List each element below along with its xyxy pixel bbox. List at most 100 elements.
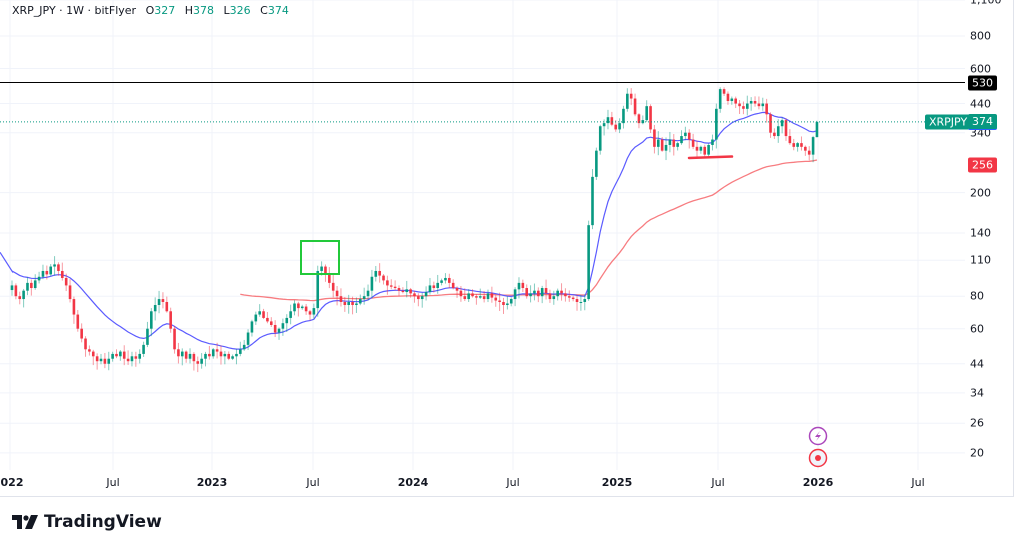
candle-body	[769, 114, 772, 133]
candle-body	[304, 306, 308, 312]
candle-body	[595, 150, 598, 177]
candle-body	[351, 301, 354, 306]
candle-body	[99, 358, 103, 362]
candle-body	[200, 358, 203, 364]
time-tick-label: Jul	[911, 476, 925, 489]
candle-body	[653, 129, 656, 147]
candle-body	[320, 266, 323, 271]
candle-body	[444, 277, 447, 281]
candle-body	[537, 290, 540, 297]
candle-body	[374, 270, 378, 277]
candle-body	[475, 296, 478, 298]
candle-body	[211, 349, 215, 357]
open-label: O	[145, 4, 155, 17]
candle-body	[339, 296, 343, 302]
price-tick-label: 440	[970, 97, 991, 111]
candle-body	[68, 285, 72, 300]
candle-body	[776, 126, 780, 137]
time-tick-label: Jul	[506, 476, 520, 489]
candle-body	[610, 117, 614, 125]
candle-body	[126, 358, 130, 362]
candle-body	[308, 311, 312, 315]
candle-body	[300, 306, 304, 309]
candle-body	[64, 277, 68, 286]
candle-body	[409, 289, 412, 294]
candle-body	[285, 317, 289, 324]
candle-body	[397, 288, 401, 291]
horizontal-line-price-label: 530	[968, 75, 997, 91]
candle-body	[506, 303, 509, 306]
candle-body	[393, 286, 397, 289]
candle-body	[219, 351, 223, 357]
candle-body	[463, 296, 467, 300]
close-label: C	[260, 4, 268, 17]
candle-body	[10, 285, 14, 291]
fast-moving-average-line	[0, 111, 818, 350]
price-tick-label: 600	[970, 62, 991, 75]
price-tick-label: 200	[970, 186, 991, 200]
candle-body	[196, 361, 200, 364]
candle-body	[525, 288, 529, 297]
candle-body	[773, 132, 776, 137]
candle-body	[316, 270, 320, 309]
candle-body	[188, 353, 192, 359]
candle-body	[564, 293, 567, 297]
candle-body	[95, 356, 99, 362]
moving-average-label: 256	[968, 157, 997, 173]
candle-body	[556, 290, 559, 297]
candle-body	[293, 303, 296, 312]
candle-body	[72, 299, 76, 315]
candle-body	[138, 353, 142, 359]
candle-body	[436, 282, 439, 289]
candle-body	[486, 293, 490, 300]
candle-body	[262, 311, 265, 318]
price-chart[interactable]	[0, 0, 965, 470]
candle-body	[664, 144, 668, 151]
candle-body	[297, 303, 300, 309]
candle-body	[788, 136, 792, 144]
tradingview-logo[interactable]: TradingView	[12, 512, 162, 532]
candle-body	[718, 89, 722, 109]
candle-body	[517, 282, 521, 290]
candle-body	[540, 288, 544, 297]
candle-body	[424, 292, 428, 297]
price-tick-label: 60	[970, 322, 984, 336]
chart-legend: XRP_JPY · 1W · bitFlyer O327 H378 L326 C…	[12, 4, 289, 17]
candle-body	[707, 144, 710, 155]
candle-body	[807, 150, 811, 155]
candle-body	[451, 282, 455, 289]
candle-body	[33, 280, 37, 289]
candle-body	[107, 358, 111, 364]
time-tick-label: 2025	[601, 476, 633, 489]
candle-body	[22, 290, 25, 300]
symbol-info[interactable]: XRP_JPY · 1W · bitFlyer	[12, 4, 137, 17]
candle-body	[784, 120, 788, 137]
high-value: 378	[193, 4, 215, 17]
candle-body	[49, 266, 52, 275]
candle-body	[637, 114, 641, 124]
candle-body	[331, 282, 335, 291]
candle-body	[633, 98, 637, 115]
price-tick-label: 80	[970, 289, 984, 303]
price-tick-label: 44	[970, 357, 984, 371]
candle-body	[552, 296, 556, 300]
low-label: L	[223, 4, 230, 17]
price-tick-label: 1,100	[970, 0, 1002, 7]
candle-body	[88, 349, 91, 352]
time-tick-label: 2026	[802, 476, 834, 489]
candle-body	[239, 349, 242, 354]
candle-body	[335, 290, 339, 297]
candle-body	[150, 311, 153, 329]
candle-body	[413, 293, 416, 297]
candle-body	[84, 338, 87, 350]
candle-body	[45, 270, 49, 275]
candle-body	[281, 323, 285, 329]
candle-body	[567, 296, 571, 298]
candle-body	[478, 296, 482, 298]
candle-body	[544, 288, 548, 294]
candle-body	[169, 311, 172, 329]
candle-body	[420, 296, 424, 300]
candle-body	[312, 308, 316, 315]
candle-body	[598, 126, 602, 151]
symbol-tag: XRPJPY	[925, 114, 972, 130]
